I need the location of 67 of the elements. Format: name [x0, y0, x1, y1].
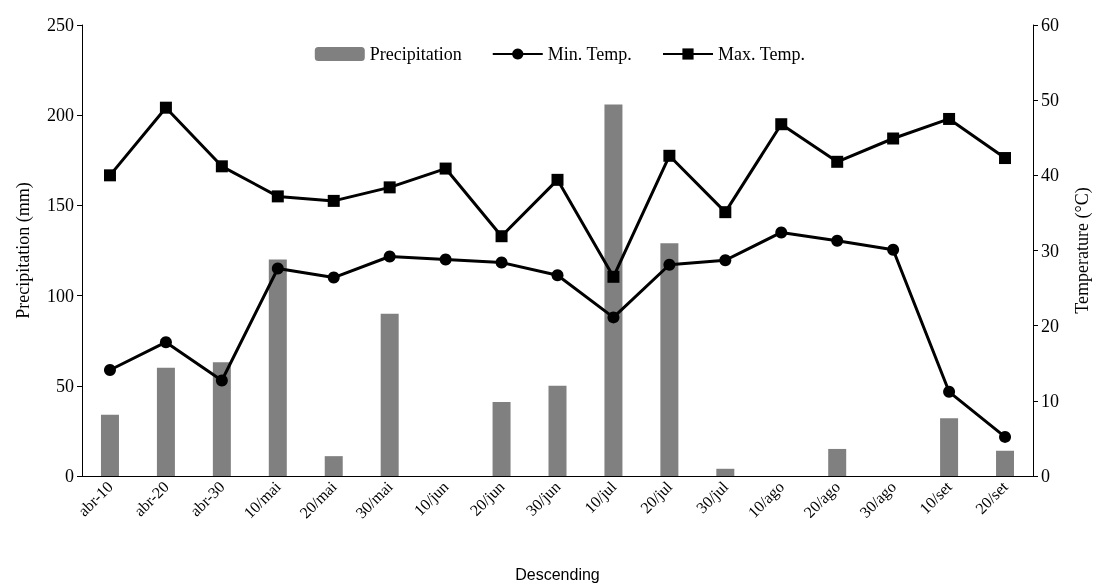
y-tick-label: 250	[47, 15, 74, 35]
y2-axis-title: Temperature (°C)	[1072, 187, 1093, 314]
point	[607, 311, 620, 324]
bar	[828, 448, 847, 476]
point	[831, 155, 844, 168]
point	[831, 234, 844, 247]
bar	[268, 259, 287, 476]
y-axis-title: Precipitation (mm)	[13, 182, 34, 319]
point	[719, 254, 732, 267]
y2-tick-label: 10	[1041, 390, 1059, 411]
point	[271, 262, 284, 275]
point	[215, 374, 228, 387]
point	[999, 430, 1012, 443]
y-tick-label: 150	[47, 195, 74, 216]
point	[495, 256, 508, 269]
point	[551, 173, 564, 186]
point	[271, 190, 284, 203]
point	[439, 162, 452, 175]
bar	[940, 418, 959, 476]
bar	[212, 362, 231, 476]
point	[383, 181, 396, 194]
point	[327, 271, 340, 284]
legend-label: Max. Temp.	[717, 44, 805, 64]
point	[775, 118, 788, 131]
bar	[156, 367, 175, 476]
y2-tick-label: 0	[1041, 466, 1050, 486]
point	[663, 149, 676, 162]
bar	[660, 243, 679, 476]
y-tick-label: 200	[47, 105, 74, 126]
y2-tick-label: 30	[1041, 240, 1059, 261]
y2-tick-label: 40	[1041, 165, 1059, 186]
point	[215, 160, 228, 173]
point	[887, 132, 900, 145]
x-axis-title: Descending	[515, 565, 600, 583]
point	[999, 152, 1012, 165]
bar	[716, 468, 735, 476]
point	[159, 101, 172, 114]
point	[103, 169, 116, 182]
bar	[996, 450, 1015, 476]
y2-tick-label: 50	[1041, 90, 1059, 111]
legend-label: Min. Temp.	[547, 44, 632, 64]
bar	[380, 313, 399, 476]
point	[943, 385, 956, 398]
point	[943, 112, 956, 125]
y2-tick-label: 60	[1041, 15, 1059, 35]
bar	[548, 385, 567, 476]
point	[887, 243, 900, 256]
point	[663, 258, 676, 271]
point	[551, 269, 564, 282]
point	[103, 364, 116, 377]
point	[327, 194, 340, 207]
point	[775, 226, 788, 239]
y2-tick-label: 20	[1041, 315, 1059, 336]
point	[159, 336, 172, 349]
point	[495, 230, 508, 243]
bar	[100, 414, 119, 476]
bar	[604, 104, 623, 476]
point	[607, 270, 620, 283]
y-tick-label: 100	[47, 285, 74, 306]
point	[719, 206, 732, 219]
point	[383, 250, 396, 263]
y-tick-label: 50	[56, 375, 74, 396]
legend-label: Precipitation	[369, 44, 462, 64]
point	[439, 253, 452, 266]
y-tick-label: 0	[65, 466, 74, 486]
bar	[492, 402, 511, 476]
bar	[324, 456, 343, 476]
